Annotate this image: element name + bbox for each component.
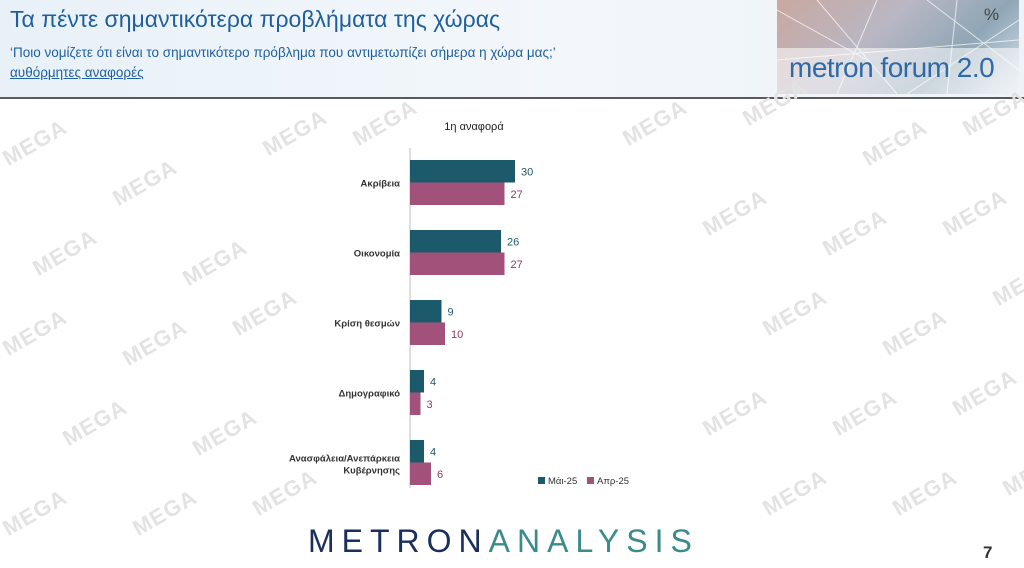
category-label: Ακρίβεια	[361, 179, 401, 190]
legend-swatch-apr	[587, 477, 594, 484]
data-label-apr: 27	[511, 189, 523, 201]
data-label-apr: 6	[437, 469, 443, 481]
data-label-may: 30	[521, 166, 533, 178]
data-label-may: 9	[448, 306, 454, 318]
bar-may	[410, 160, 515, 183]
bar-may	[410, 230, 501, 253]
data-label-apr: 3	[427, 399, 433, 411]
logo-text: metron forum 2.0	[789, 52, 995, 83]
page-subtitle: ‘Ποιο νομίζετε ότι είναι το σημαντικότερ…	[10, 45, 556, 60]
data-label-may: 26	[507, 236, 519, 248]
chart-legend: Μάι-25 Απρ-25	[538, 476, 629, 487]
category-label: Κρίση θεσμών	[334, 319, 400, 330]
brand-part2: ANALYSIS	[488, 523, 699, 559]
bar-may	[410, 440, 424, 463]
chart-title: 1η αναφορά	[444, 121, 504, 133]
legend-label-may: Μάι-25	[548, 476, 577, 487]
data-label-may: 4	[430, 446, 436, 458]
brand-part1: METRON	[308, 523, 489, 559]
bars-group: Ακρίβεια 30 27 Οικονομία 26 27 Κρίση θεσμών 9 10…	[289, 160, 533, 485]
legend-swatch-may	[538, 477, 545, 484]
category-label: Δημογραφικό	[339, 389, 401, 400]
page-number: 7	[983, 543, 993, 562]
subtitle-link: αυθόρμητες αναφορές	[10, 65, 144, 80]
glass-pattern-image	[777, 0, 1019, 94]
bar-apr	[410, 462, 431, 485]
category-label: Οικονομία	[354, 249, 400, 260]
category-label: Ανασφάλεια/Ανεπάρκεια Κυβέρνησης	[289, 454, 400, 477]
data-label-apr: 10	[451, 329, 463, 341]
header-banner: Τα πέντε σημαντικότερα προβλήματα της χώ…	[0, 0, 1024, 99]
data-label-may: 4	[430, 376, 436, 388]
page-title: Τα πέντε σημαντικότερα προβλήματα της χώ…	[10, 6, 501, 32]
bar-may	[410, 370, 424, 393]
data-label-apr: 27	[511, 259, 523, 271]
percent-icon: %	[984, 5, 1000, 24]
bar-apr	[410, 252, 505, 275]
bar-apr	[410, 182, 505, 205]
metron-analysis-logo: METRONANALYSIS	[308, 523, 699, 560]
bar-apr	[410, 392, 421, 415]
bar-may	[410, 300, 442, 323]
legend-label-apr: Απρ-25	[597, 476, 629, 487]
bar-apr	[410, 322, 445, 345]
metron-forum-logo: metron forum 2.0 %	[777, 0, 1019, 94]
